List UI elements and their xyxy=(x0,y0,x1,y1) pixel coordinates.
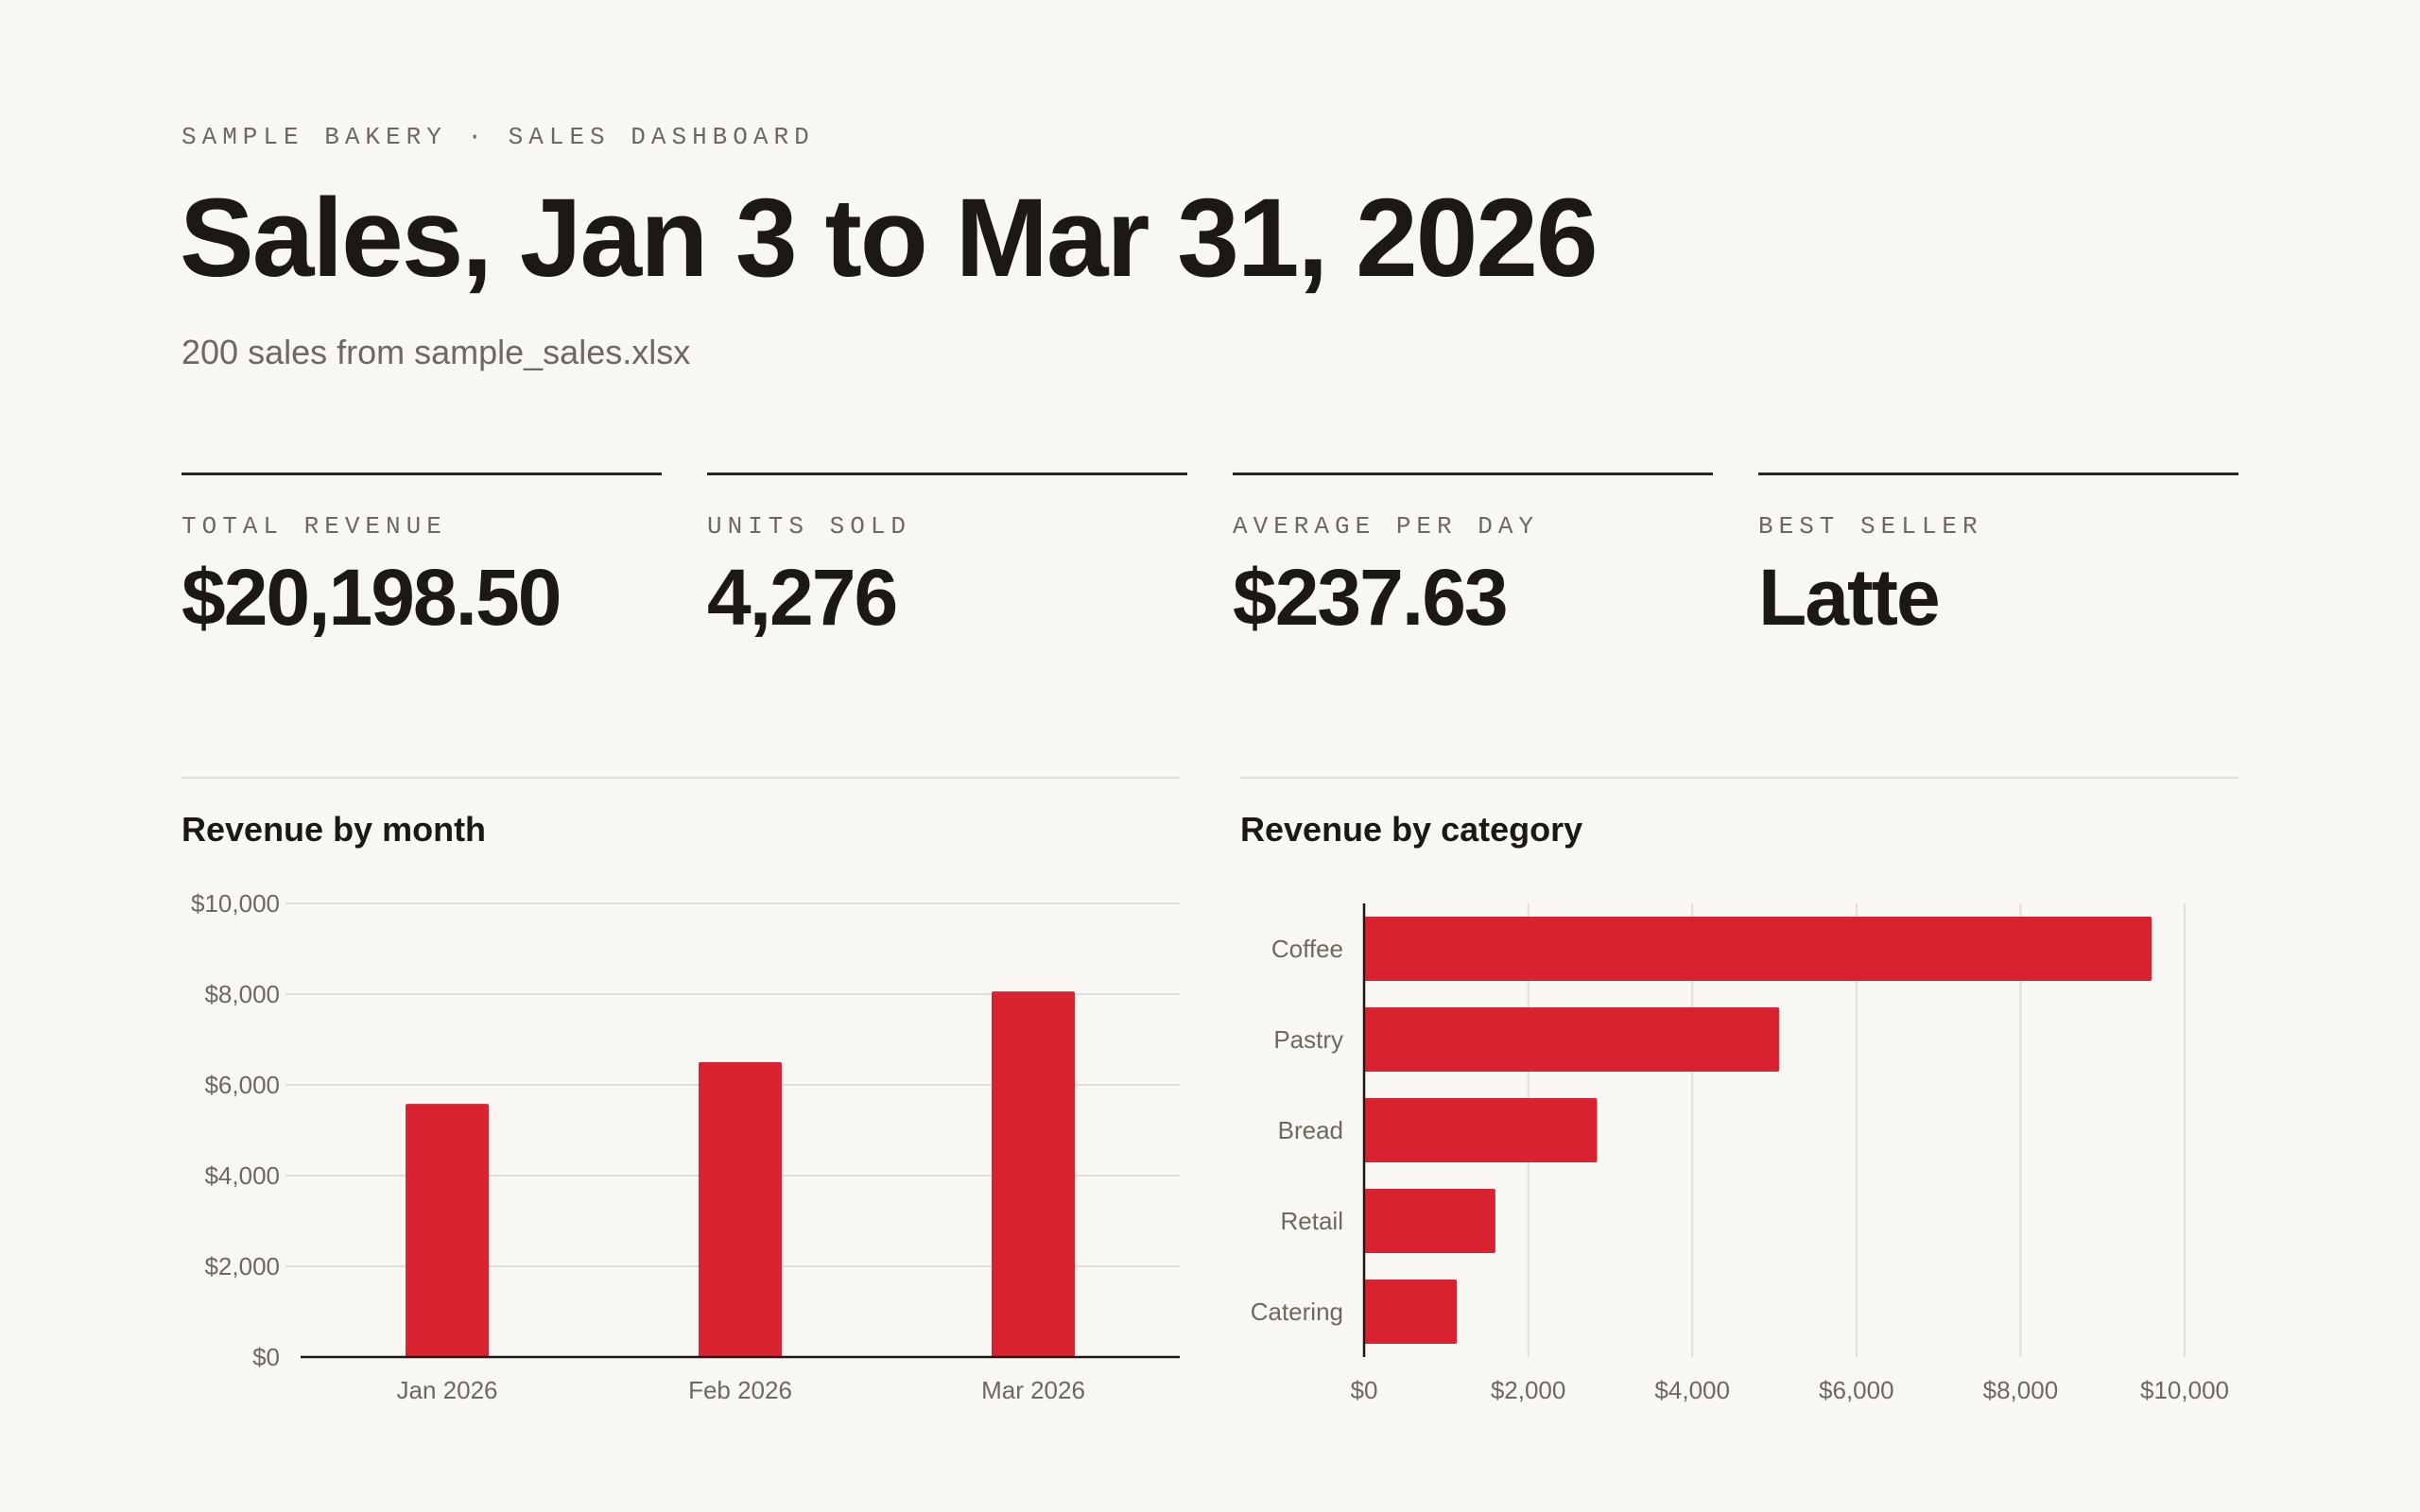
x-tick-label: Mar 2026 xyxy=(981,1376,1085,1404)
bar xyxy=(406,1104,489,1357)
y-tick-label: $8,000 xyxy=(204,980,280,1008)
y-tick-label: $0 xyxy=(252,1343,280,1371)
y-tick-label: $6,000 xyxy=(204,1071,280,1099)
y-tick-label: $4,000 xyxy=(204,1161,280,1190)
y-tick-label: $10,000 xyxy=(191,889,280,918)
monthly-chart-title: Revenue by month xyxy=(182,810,487,849)
kpi-value: Latte xyxy=(1758,553,1941,642)
kpi-total-revenue: TOTAL REVENUE $20,198.50 xyxy=(182,472,662,637)
kpi-label: TOTAL REVENUE xyxy=(182,512,447,541)
kpi-best-seller: BEST SELLER Latte xyxy=(1758,472,2238,637)
kpi-average-per-day: AVERAGE PER DAY $237.63 xyxy=(1233,472,1713,637)
kpi-label: BEST SELLER xyxy=(1758,512,1983,541)
bar xyxy=(699,1062,782,1357)
kpi-label: AVERAGE PER DAY xyxy=(1233,512,1540,541)
panel-divider xyxy=(1240,777,2238,779)
kpi-value: 4,276 xyxy=(707,553,898,642)
page-title: Sales, Jan 3 to Mar 31, 2026 xyxy=(180,176,1599,301)
kpi-label: UNITS SOLD xyxy=(707,512,912,541)
dashboard-eyebrow: SAMPLE BAKERY · SALES DASHBOARD xyxy=(182,123,815,151)
x-tick-label: Jan 2026 xyxy=(397,1376,498,1404)
panel-divider xyxy=(182,777,1180,779)
x-tick-label: Feb 2026 xyxy=(688,1376,792,1404)
kpi-value: $237.63 xyxy=(1233,553,1509,642)
kpi-units-sold: UNITS SOLD 4,276 xyxy=(707,472,1187,637)
bar xyxy=(992,991,1075,1357)
kpi-value: $20,198.50 xyxy=(182,553,562,642)
y-tick-label: $2,000 xyxy=(204,1252,280,1280)
page-subtitle: 200 sales from sample_sales.xlsx xyxy=(182,333,691,371)
category-chart-title: Revenue by category xyxy=(1240,810,1583,849)
